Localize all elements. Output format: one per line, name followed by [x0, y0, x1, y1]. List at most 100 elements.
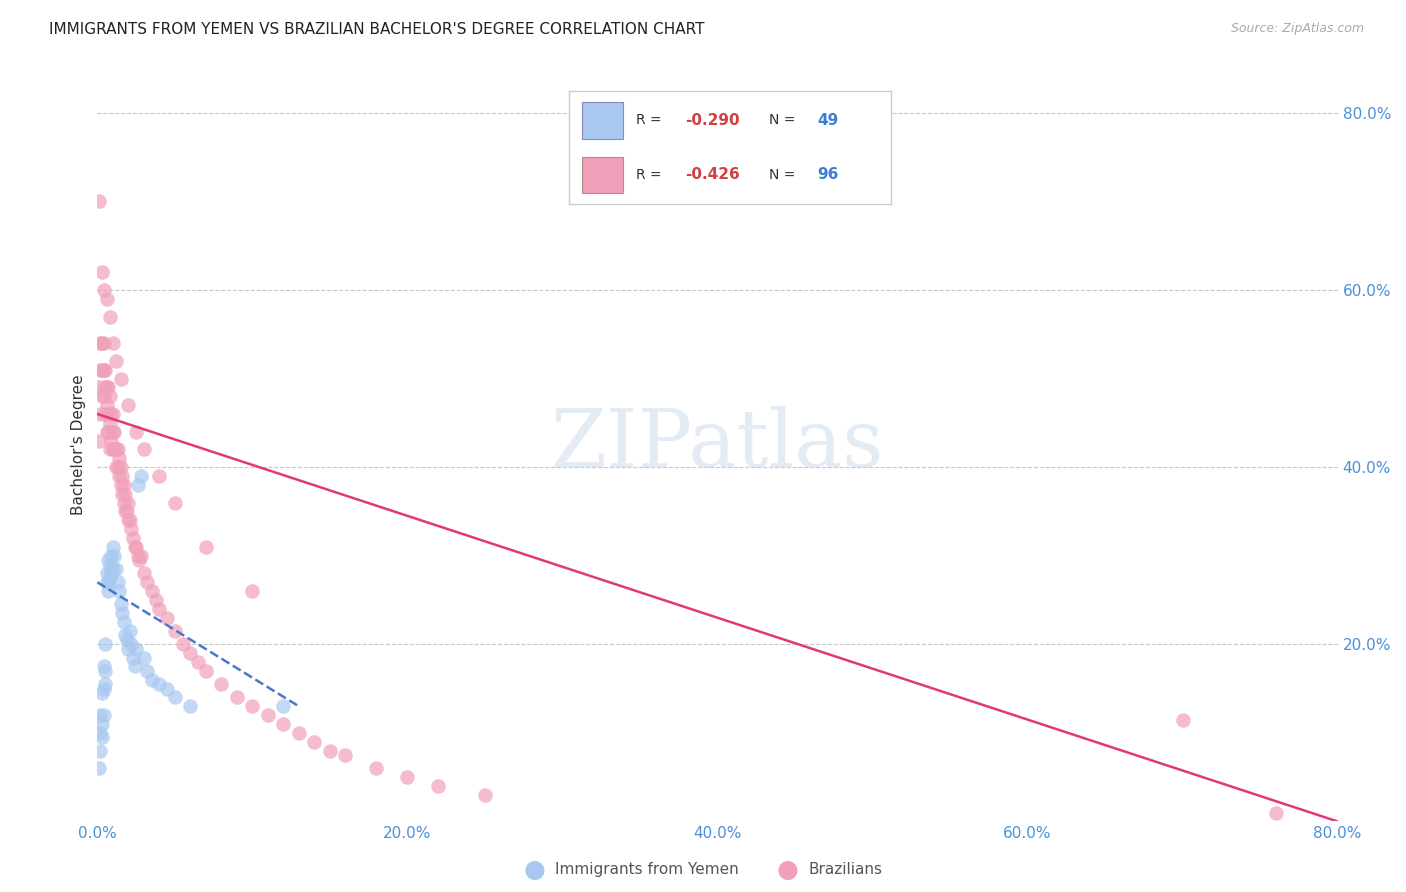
Point [127, 478, 149, 492]
Point [225, 690, 247, 705]
Point [242, 584, 264, 599]
Point [125, 641, 148, 656]
Point [104, 562, 127, 576]
Point [97, 407, 120, 421]
Point [156, 681, 179, 696]
Point [96, 398, 118, 412]
Point [93, 336, 115, 351]
Point [97, 380, 120, 394]
Text: Brazilians: Brazilians [808, 863, 883, 877]
Point [97, 584, 120, 599]
Point [89, 708, 111, 723]
Point [335, 747, 357, 762]
Point [117, 513, 139, 527]
Point [103, 425, 125, 439]
Point [96, 425, 118, 439]
Point [136, 575, 159, 590]
Point [100, 566, 122, 581]
Point [118, 624, 141, 638]
Point [87, 194, 110, 209]
Point [94, 362, 117, 376]
Point [179, 699, 201, 714]
Point [427, 779, 450, 793]
Point [115, 504, 138, 518]
Point [1171, 713, 1194, 727]
Point [97, 553, 120, 567]
Point [101, 336, 124, 351]
Point [128, 553, 150, 567]
Point [96, 575, 118, 590]
Point [93, 362, 115, 376]
Point [179, 646, 201, 660]
Point [132, 442, 155, 457]
Point [396, 770, 419, 784]
Point [96, 292, 118, 306]
Point [93, 389, 115, 403]
Point [172, 637, 194, 651]
Text: ●: ● [776, 858, 799, 881]
Point [124, 540, 146, 554]
Text: Source: ZipAtlas.com: Source: ZipAtlas.com [1230, 22, 1364, 36]
Point [242, 699, 264, 714]
Point [194, 540, 217, 554]
Point [91, 265, 114, 279]
Point [89, 362, 111, 376]
Point [273, 699, 295, 714]
Point [98, 442, 121, 457]
Point [120, 522, 142, 536]
Point [111, 486, 134, 500]
Point [115, 632, 138, 647]
Point [273, 717, 295, 731]
Point [156, 611, 179, 625]
Point [124, 659, 146, 673]
Y-axis label: Bachelor's Degree: Bachelor's Degree [72, 375, 86, 516]
Point [129, 549, 152, 563]
Point [94, 677, 117, 691]
Point [89, 726, 111, 740]
Point [132, 650, 155, 665]
Point [108, 584, 131, 599]
Point [110, 460, 132, 475]
Point [110, 371, 132, 385]
Text: ZIPatlas: ZIPatlas [551, 406, 884, 484]
Point [141, 673, 163, 687]
Point [104, 442, 127, 457]
Point [141, 584, 163, 599]
Point [96, 380, 118, 394]
Point [91, 717, 114, 731]
Point [319, 743, 342, 757]
Point [163, 624, 186, 638]
Point [98, 571, 121, 585]
Point [288, 726, 311, 740]
Point [132, 566, 155, 581]
Point [474, 788, 496, 802]
Point [97, 575, 120, 590]
Point [100, 407, 122, 421]
Point [120, 637, 142, 651]
Point [122, 531, 145, 545]
Point [163, 690, 186, 705]
Point [117, 398, 139, 412]
Point [96, 566, 118, 581]
Point [110, 478, 132, 492]
Point [194, 664, 217, 678]
Point [100, 549, 122, 563]
Point [98, 310, 121, 324]
Point [366, 761, 388, 775]
Text: ●: ● [523, 858, 546, 881]
Point [93, 708, 115, 723]
Point [98, 558, 121, 572]
Point [89, 743, 111, 757]
Point [187, 655, 209, 669]
Text: Immigrants from Yemen: Immigrants from Yemen [555, 863, 740, 877]
Point [98, 416, 121, 430]
Point [304, 735, 326, 749]
Point [93, 681, 115, 696]
Point [114, 486, 136, 500]
Point [117, 641, 139, 656]
Point [103, 549, 125, 563]
Point [117, 495, 139, 509]
Point [87, 380, 110, 394]
Point [87, 761, 110, 775]
Point [89, 336, 111, 351]
